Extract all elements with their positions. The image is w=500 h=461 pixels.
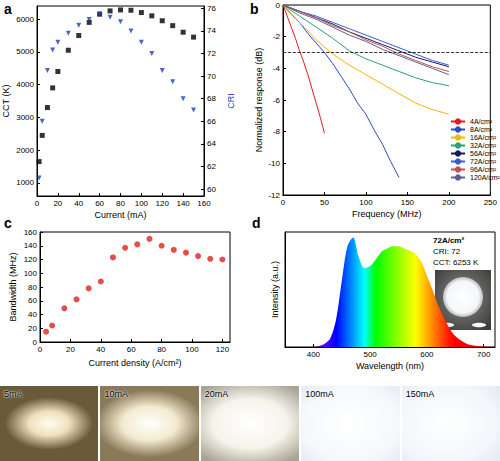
svg-text:20: 20 [53, 199, 62, 208]
svg-text:Normalized response (dB): Normalized response (dB) [254, 48, 264, 153]
svg-text:60: 60 [127, 345, 136, 354]
svg-text:5000: 5000 [16, 47, 34, 56]
html-text:10mA: 10mA [104, 389, 128, 399]
html-text:100mA: 100mA [305, 389, 334, 399]
svg-text:c: c [4, 215, 12, 231]
svg-text:Current density (A/cm²): Current density (A/cm²) [88, 358, 181, 368]
svg-text:0: 0 [276, 1, 281, 10]
svg-text:16A/cm²: 16A/cm² [470, 134, 497, 141]
svg-text:64: 64 [207, 139, 216, 148]
html-text:5mA: 5mA [4, 389, 23, 399]
svg-text:76: 76 [207, 4, 216, 13]
svg-text:8A/cm²: 8A/cm² [470, 126, 493, 133]
svg-text:-8: -8 [273, 127, 281, 136]
svg-text:100: 100 [185, 345, 199, 354]
svg-text:600: 600 [420, 350, 434, 359]
svg-text:80: 80 [116, 199, 125, 208]
svg-text:700: 700 [477, 350, 491, 359]
svg-text:Frequency (MHz): Frequency (MHz) [352, 209, 422, 219]
svg-text:200: 200 [442, 198, 456, 207]
svg-text:4A/cm²: 4A/cm² [470, 118, 493, 125]
svg-text:3000: 3000 [16, 113, 34, 122]
svg-text:60: 60 [95, 199, 104, 208]
svg-text:a: a [4, 1, 12, 17]
svg-text:Intensity (a.u.): Intensity (a.u.) [270, 261, 280, 318]
svg-text:-6: -6 [273, 96, 281, 105]
svg-text:40: 40 [28, 310, 37, 319]
svg-text:Wavelength (nm): Wavelength (nm) [356, 361, 424, 371]
svg-text:120: 120 [24, 255, 38, 264]
svg-text:66: 66 [207, 117, 216, 126]
svg-text:150: 150 [401, 198, 415, 207]
svg-text:40: 40 [96, 345, 105, 354]
svg-text:100: 100 [24, 269, 38, 278]
svg-text:56A/cm²: 56A/cm² [470, 150, 497, 157]
svg-text:80: 80 [28, 283, 37, 292]
svg-text:62: 62 [207, 162, 216, 171]
svg-text:40: 40 [74, 199, 83, 208]
svg-text:80: 80 [157, 345, 166, 354]
svg-text:32A/cm²: 32A/cm² [470, 142, 497, 149]
svg-text:68: 68 [207, 94, 216, 103]
svg-text:120A/cm²: 120A/cm² [470, 174, 500, 181]
svg-text:d: d [252, 215, 261, 231]
svg-text:60: 60 [28, 296, 37, 305]
svg-text:0: 0 [38, 345, 43, 354]
svg-text:6000: 6000 [16, 15, 34, 24]
html-text:20mA: 20mA [204, 389, 229, 399]
svg-text:20: 20 [28, 324, 37, 333]
svg-text:Bandwidth (MHz): Bandwidth (MHz) [8, 252, 18, 321]
svg-text:60: 60 [207, 185, 216, 194]
svg-text:120: 120 [156, 199, 170, 208]
svg-text:500: 500 [363, 350, 377, 359]
svg-text:100: 100 [135, 199, 149, 208]
svg-text:-2: -2 [273, 32, 281, 41]
svg-text:CCT (K): CCT (K) [1, 85, 11, 118]
svg-text:70: 70 [207, 72, 216, 81]
svg-text:4000: 4000 [16, 80, 34, 89]
svg-text:-12: -12 [268, 191, 280, 200]
svg-text:50: 50 [320, 198, 329, 207]
svg-text:0: 0 [281, 198, 286, 207]
svg-text:250: 250 [484, 198, 498, 207]
svg-text:120: 120 [216, 345, 230, 354]
svg-text:72A/cm²: 72A/cm² [433, 236, 464, 245]
svg-text:CRI: 72: CRI: 72 [433, 247, 461, 256]
svg-text:160: 160 [197, 199, 211, 208]
svg-text:0: 0 [32, 337, 37, 347]
svg-text:2000: 2000 [16, 146, 34, 155]
svg-text:b: b [250, 1, 259, 17]
svg-text:-10: -10 [268, 159, 280, 168]
svg-text:CRI: CRI [226, 93, 236, 109]
svg-text:74: 74 [207, 26, 216, 35]
svg-text:100: 100 [359, 198, 373, 207]
svg-text:20: 20 [66, 345, 75, 354]
svg-text:0: 0 [35, 199, 40, 208]
svg-text:72A/cm²: 72A/cm² [470, 158, 497, 165]
svg-text:72: 72 [207, 49, 216, 58]
svg-text:Current (mA): Current (mA) [94, 210, 146, 220]
svg-text:140: 140 [24, 241, 38, 250]
svg-text:1000: 1000 [16, 178, 34, 187]
svg-text:400: 400 [307, 350, 321, 359]
svg-text:160: 160 [24, 228, 38, 237]
svg-text:140: 140 [176, 199, 190, 208]
svg-text:96A/cm²: 96A/cm² [470, 166, 497, 173]
svg-text:CCT: 6253 K: CCT: 6253 K [433, 258, 479, 267]
svg-text:-4: -4 [273, 64, 281, 73]
html-text:150mA: 150mA [405, 389, 435, 399]
